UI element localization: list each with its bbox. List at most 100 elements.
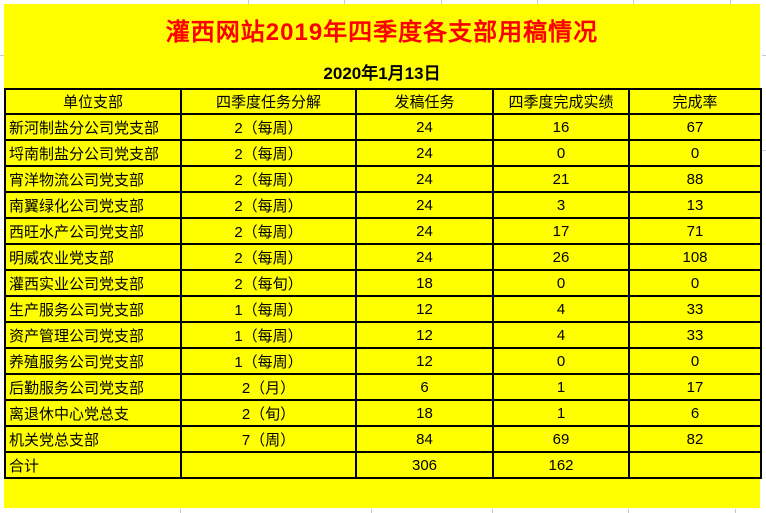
cell-unit: 合计 — [4, 451, 182, 479]
table-row: 西旺水产公司党支部 2（每周） 24 17 71 — [4, 217, 762, 245]
cell-rate: 33 — [628, 321, 762, 349]
report-date: 2020年1月13日 — [323, 64, 441, 83]
cell-actual: 69 — [492, 425, 630, 453]
cell-task: 84 — [355, 425, 494, 453]
gridline-tick — [633, 0, 634, 4]
cell-task: 24 — [355, 243, 494, 271]
cell-plan: 2（每周） — [180, 243, 357, 271]
cell-rate: 67 — [628, 113, 762, 141]
cell-actual: 1 — [492, 399, 630, 427]
cell-rate: 33 — [628, 295, 762, 323]
cell-plan: 1（每周） — [180, 321, 357, 349]
table-row: 生产服务公司党支部 1（每周） 12 4 33 — [4, 295, 762, 323]
cell-task: 24 — [355, 217, 494, 245]
cell-rate: 82 — [628, 425, 762, 453]
cell-actual: 4 — [492, 295, 630, 323]
header-unit: 单位支部 — [4, 88, 182, 115]
cell-unit: 灌西实业公司党支部 — [4, 269, 182, 297]
cell-rate: 6 — [628, 399, 762, 427]
gridline-tick — [537, 0, 538, 4]
cell-unit: 离退休中心党总支 — [4, 399, 182, 427]
gridline-tick — [492, 509, 493, 513]
cell-unit: 生产服务公司党支部 — [4, 295, 182, 323]
gridline-tick — [0, 55, 4, 56]
cell-rate: 0 — [628, 269, 762, 297]
cell-plan: 2（每旬） — [180, 269, 357, 297]
table-row: 明威农业党支部 2（每周） 24 26 108 — [4, 243, 762, 271]
cell-actual: 21 — [492, 165, 630, 193]
cell-plan: 2（每周） — [180, 217, 357, 245]
header-task: 发稿任务 — [355, 88, 494, 115]
cell-rate — [628, 451, 762, 479]
table-row: 机关党总支部 7（周） 84 69 82 — [4, 425, 762, 453]
cell-plan: 1（每周） — [180, 347, 357, 375]
cell-actual: 4 — [492, 321, 630, 349]
page-title: 灌西网站2019年四季度各支部用稿情况 — [165, 19, 599, 46]
gridline-tick — [371, 509, 372, 513]
cell-unit: 西旺水产公司党支部 — [4, 217, 182, 245]
gridline-tick — [344, 0, 345, 4]
cell-task: 18 — [355, 269, 494, 297]
table-row: 灌西实业公司党支部 2（每旬） 18 0 0 — [4, 269, 762, 297]
table-body: 新河制盐分公司党支部 2（每周） 24 16 67 埒南制盐分公司党支部 2（每… — [4, 113, 762, 479]
cell-rate: 108 — [628, 243, 762, 271]
table-row: 宵洋物流公司党支部 2（每周） 24 21 88 — [4, 165, 762, 193]
gridline-tick — [441, 0, 442, 4]
table-row: 后勤服务公司党支部 2（月） 6 1 17 — [4, 373, 762, 401]
cell-rate: 13 — [628, 191, 762, 219]
cell-plan: 2（每周） — [180, 113, 357, 141]
gridline-tick — [628, 509, 629, 513]
cell-task: 306 — [355, 451, 494, 479]
cell-plan: 2（每周） — [180, 139, 357, 167]
cell-task: 18 — [355, 399, 494, 427]
cell-unit: 南翼绿化公司党支部 — [4, 191, 182, 219]
gridline-tick — [730, 0, 731, 4]
header-rate: 完成率 — [628, 88, 762, 115]
cell-rate: 17 — [628, 373, 762, 401]
cell-unit: 埒南制盐分公司党支部 — [4, 139, 182, 167]
cell-actual: 17 — [492, 217, 630, 245]
cell-actual: 26 — [492, 243, 630, 271]
cell-task: 12 — [355, 321, 494, 349]
cell-actual: 1 — [492, 373, 630, 401]
gridline-tick — [762, 55, 766, 56]
cell-plan: 7（周） — [180, 425, 357, 453]
cell-rate: 71 — [628, 217, 762, 245]
header-row: 单位支部 四季度任务分解 发稿任务 四季度完成实绩 完成率 — [4, 88, 762, 115]
cell-unit: 明威农业党支部 — [4, 243, 182, 271]
cell-plan: 1（每周） — [180, 295, 357, 323]
cell-task: 12 — [355, 295, 494, 323]
header-plan: 四季度任务分解 — [180, 88, 357, 115]
cell-task: 12 — [355, 347, 494, 375]
cell-plan: 2（每周） — [180, 165, 357, 193]
cell-task: 24 — [355, 139, 494, 167]
gridline-tick — [248, 0, 249, 4]
cell-actual: 0 — [492, 139, 630, 167]
cell-rate: 88 — [628, 165, 762, 193]
cell-actual: 0 — [492, 347, 630, 375]
table-row: 离退休中心党总支 2（旬） 18 1 6 — [4, 399, 762, 427]
report-sheet: 灌西网站2019年四季度各支部用稿情况 2020年1月13日 单位支部 四季度任… — [4, 4, 762, 508]
header-actual: 四季度完成实绩 — [492, 88, 630, 115]
gridline-tick — [762, 150, 766, 151]
cell-unit: 养殖服务公司党支部 — [4, 347, 182, 375]
table-row: 新河制盐分公司党支部 2（每周） 24 16 67 — [4, 113, 762, 141]
cell-rate: 0 — [628, 139, 762, 167]
table-row: 合计 306 162 — [4, 451, 762, 479]
cell-rate: 0 — [628, 347, 762, 375]
table-row: 南翼绿化公司党支部 2（每周） 24 3 13 — [4, 191, 762, 219]
cell-unit: 资产管理公司党支部 — [4, 321, 182, 349]
cell-unit: 新河制盐分公司党支部 — [4, 113, 182, 141]
cell-plan: 2（月） — [180, 373, 357, 401]
table-row: 资产管理公司党支部 1（每周） 12 4 33 — [4, 321, 762, 349]
cell-unit: 宵洋物流公司党支部 — [4, 165, 182, 193]
cell-task: 24 — [355, 165, 494, 193]
cell-task: 24 — [355, 113, 494, 141]
table-row: 埒南制盐分公司党支部 2（每周） 24 0 0 — [4, 139, 762, 167]
gridline-tick — [180, 509, 181, 513]
cell-task: 24 — [355, 191, 494, 219]
cell-actual: 162 — [492, 451, 630, 479]
cell-plan: 2（每周） — [180, 191, 357, 219]
report-table: 单位支部 四季度任务分解 发稿任务 四季度完成实绩 完成率 新河制盐分公司党支部… — [4, 88, 762, 479]
table-row: 养殖服务公司党支部 1（每周） 12 0 0 — [4, 347, 762, 375]
